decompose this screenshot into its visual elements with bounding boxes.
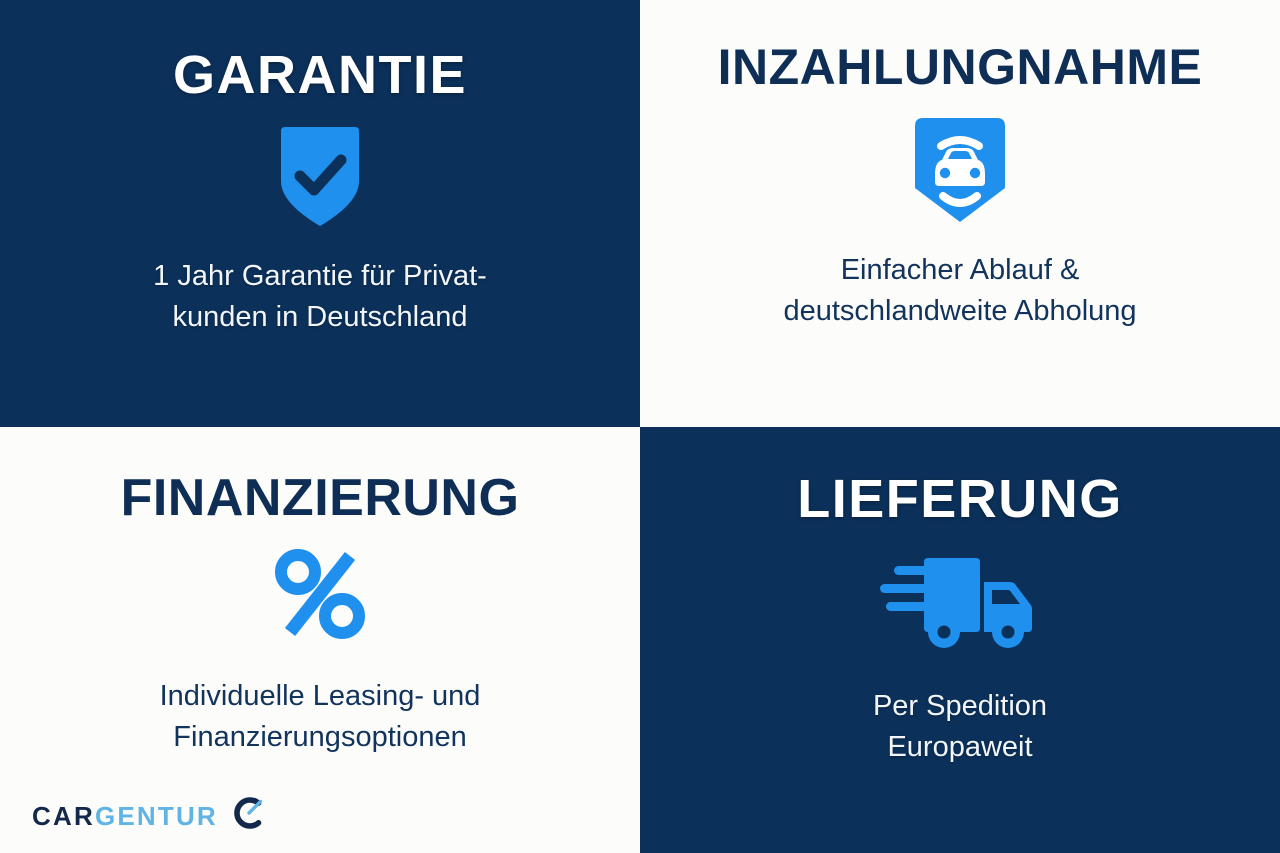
panel-garantie: GARANTIE 1 Jahr Garantie für Privat- kun… bbox=[0, 0, 640, 427]
logo-wordmark: CARGENTUR bbox=[32, 803, 218, 829]
panel-finanzierung: FINANZIERUNG Individuelle Leasing- und F… bbox=[0, 427, 640, 853]
panel-desc-inzahlungnahme: Einfacher Ablauf & deutschlandweite Abho… bbox=[753, 250, 1166, 332]
panel-lieferung: LIEFERUNG Per Spedition bbox=[640, 427, 1280, 853]
c-speedometer-mark-icon bbox=[232, 796, 266, 835]
desc-line: 1 Jahr Garantie für Privat- bbox=[153, 260, 487, 292]
percent-icon bbox=[270, 542, 370, 646]
panel-title-garantie: GARANTIE bbox=[173, 45, 467, 105]
desc-line: deutschlandweite Abholung bbox=[783, 295, 1137, 328]
desc-line: kunden in Deutschland bbox=[172, 301, 468, 334]
logo-text-gentur: GENTUR bbox=[94, 800, 218, 831]
desc-line: Per Spedition bbox=[872, 690, 1048, 722]
panel-title-inzahlungnahme: INZAHLUNGNAHME bbox=[717, 39, 1203, 95]
cargentur-logo: CARGENTUR bbox=[32, 796, 266, 835]
panel-desc-garantie: 1 Jahr Garantie für Privat- kunden in De… bbox=[123, 256, 517, 338]
desc-line: Europaweit bbox=[887, 731, 1033, 764]
desc-line: Individuelle Leasing- und bbox=[159, 680, 481, 712]
desc-line: Einfacher Ablauf & bbox=[840, 254, 1080, 286]
logo-text-car: CAR bbox=[32, 800, 95, 831]
panel-desc-finanzierung: Individuelle Leasing- und Finanzierungso… bbox=[130, 676, 511, 758]
panel-inzahlungnahme: INZAHLUNGNAHME Einfacher Ablauf & deutsc… bbox=[640, 0, 1280, 427]
panel-desc-lieferung: Per Spedition Europaweit bbox=[843, 686, 1077, 768]
desc-line: Finanzierungsoptionen bbox=[173, 721, 467, 754]
car-badge-icon bbox=[913, 116, 1007, 224]
panel-title-finanzierung: FINANZIERUNG bbox=[120, 469, 520, 527]
panel-title-lieferung: LIEFERUNG bbox=[797, 469, 1123, 529]
shield-check-icon bbox=[275, 124, 365, 230]
delivery-truck-icon bbox=[880, 554, 1040, 654]
